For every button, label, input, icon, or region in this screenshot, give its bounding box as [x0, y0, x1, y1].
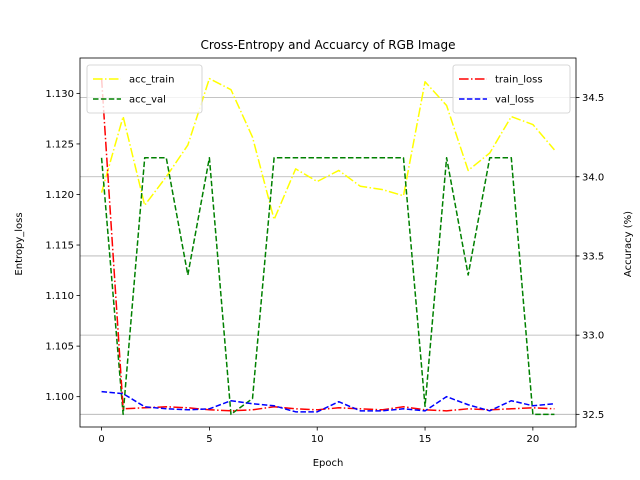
legend-label: train_loss — [495, 75, 543, 86]
y-right-tick-label: 32.5 — [582, 410, 604, 421]
legend-right: train_loss val_loss — [452, 64, 571, 114]
series-line-acc-train — [100, 77, 556, 221]
legend-label: acc_train — [129, 75, 174, 86]
y-left-tick-label: 1.115 — [45, 241, 74, 252]
y-axis-right-title: Accuracy (%) — [623, 211, 634, 277]
x-tick-label: 20 — [527, 434, 540, 445]
series-layer — [100, 77, 556, 416]
x-axis-title: Epoch — [313, 458, 344, 469]
y-right-tick-label: 34.0 — [582, 172, 604, 183]
x-tick-label: 0 — [98, 434, 104, 445]
legend-left: acc_train acc_val — [86, 64, 203, 114]
x-tick-label: 5 — [206, 434, 212, 445]
series-line-train-loss — [100, 78, 555, 412]
plot-frame — [79, 57, 577, 428]
y-right-tick-label: 33.5 — [582, 251, 604, 262]
axes-layer: 0 5 10 15 20 1.100 1.105 1.110 1.115 1.120 1.125 1.… — [45, 89, 604, 445]
y-right-tick-label: 34.5 — [582, 93, 604, 104]
series-line-acc-val — [100, 157, 555, 416]
grid-layer — [80, 97, 576, 415]
legend-box — [86, 64, 203, 114]
y-left-tick-label: 1.125 — [45, 139, 74, 150]
y-left-tick-label: 1.120 — [45, 190, 74, 201]
series-line-val-loss — [101, 390, 555, 413]
y-left-tick-label: 1.110 — [45, 291, 74, 302]
x-tick-label: 15 — [419, 434, 432, 445]
legend-label: val_loss — [495, 95, 534, 106]
y-left-tick-label: 1.100 — [45, 392, 74, 403]
y-left-tick-label: 1.130 — [45, 89, 74, 100]
y-right-tick-label: 33.0 — [582, 331, 604, 342]
y-axis-left-title: Entropy_loss — [14, 212, 25, 275]
x-tick-label: 10 — [311, 434, 324, 445]
chart-title: Cross-Entropy and Accuarcy of RGB Image — [200, 38, 455, 52]
y-left-tick-label: 1.105 — [45, 342, 74, 353]
legend-box — [452, 64, 571, 114]
legend-label: acc_val — [129, 95, 166, 106]
